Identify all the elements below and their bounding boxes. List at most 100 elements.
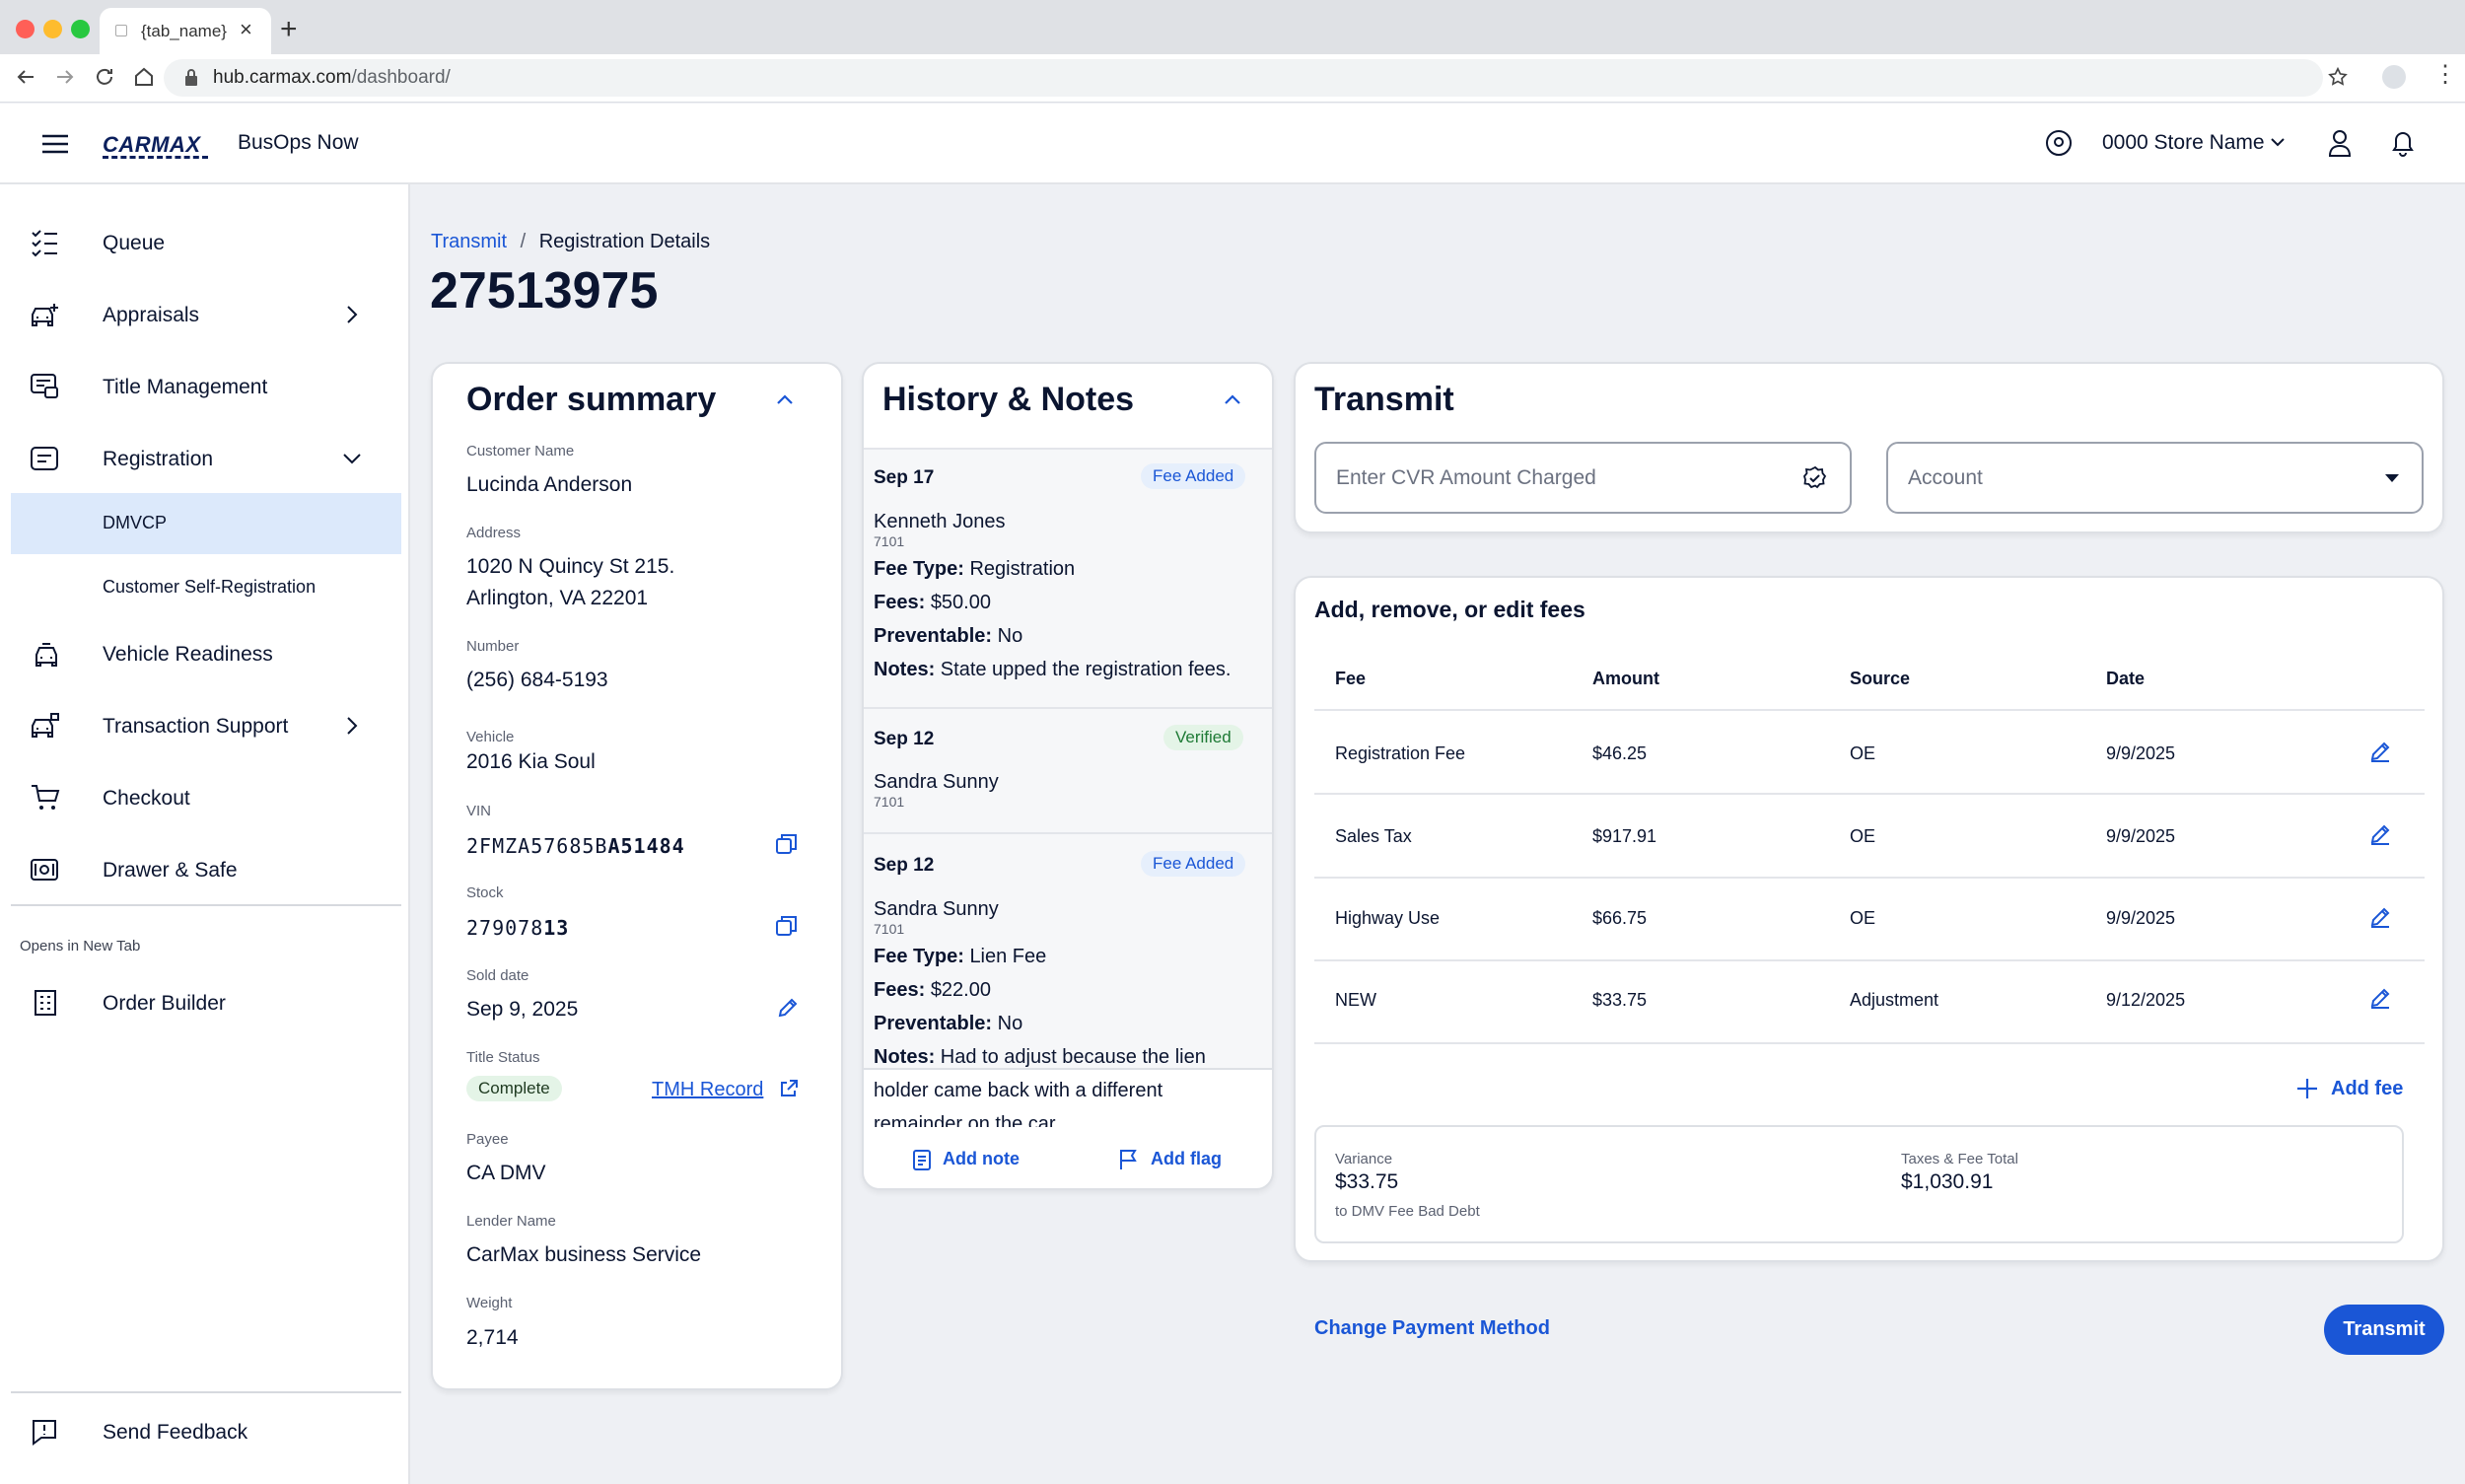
sidebar-item-label: Send Feedback [103,1421,248,1444]
preventable-value: No [997,625,1023,647]
carmax-logo[interactable]: CARMAX [103,132,201,157]
sidebar-item-label: Order Builder [103,992,226,1015]
flag-icon[interactable] [1117,1148,1139,1171]
user-icon[interactable] [2327,128,2353,158]
add-flag-button[interactable]: Add flag [1151,1149,1222,1168]
history-notes-card [862,362,1274,1190]
edit-pencil-icon[interactable] [2368,905,2392,929]
lender-name-label: Lender Name [466,1213,556,1230]
edit-pencil-icon[interactable] [2368,740,2392,763]
number-value: (256) 684-5193 [466,669,608,691]
app-header [0,104,2465,184]
bookmark-star-icon[interactable] [2327,66,2349,88]
browser-tab[interactable]: {tab_name} × [100,8,271,54]
profile-icon[interactable] [2382,65,2406,89]
sidebar-item-title-management[interactable]: Title Management [0,352,410,421]
row-divider [1314,709,2425,711]
sidebar-item-registration[interactable]: Registration [0,424,410,493]
account-select[interactable]: Account [1886,442,2424,514]
collapse-chevron-up-icon[interactable] [1223,392,1242,406]
breadcrumb: Transmit / Registration Details [431,231,710,253]
home-icon[interactable] [132,65,156,89]
minimize-window-button[interactable] [43,20,62,38]
add-fee-button[interactable]: Add fee [2331,1078,2404,1099]
table-row[interactable]: NEW $33.75 Adjustment 9/12/2025 [1314,961,2425,1042]
browser-chrome: {tab_name} × + hub.carmax.com/dashboard/… [0,0,2465,103]
sidebar-item-drawer-safe[interactable]: Drawer & Safe [0,835,410,904]
plus-icon[interactable] [2295,1077,2319,1100]
sidebar-item-send-feedback[interactable]: Send Feedback [0,1397,410,1466]
divider [864,448,1272,450]
table-row[interactable]: Sales Tax $917.91 OE 9/9/2025 [1314,795,2425,877]
maximize-window-button[interactable] [71,20,90,38]
notes-value: State upped the registration fees. [940,659,1232,680]
sidebar-item-checkout[interactable]: Checkout [0,763,410,832]
cvr-amount-input[interactable]: Enter CVR Amount Charged [1314,442,1852,514]
cvr-amount-placeholder: Enter CVR Amount Charged [1336,466,1596,489]
history-author: Sandra Sunny [874,771,999,793]
history-date: Sep 12 [874,855,935,876]
sidebar-item-order-builder[interactable]: Order Builder [0,968,410,1037]
history-notes: Notes: Had to adjust because the lien [874,1046,1206,1069]
sidebar-item-vehicle-readiness[interactable]: Vehicle Readiness [0,619,410,688]
chevron-right-icon [345,715,359,737]
sidebar-item-queue[interactable]: Queue [0,208,410,277]
copy-stock-icon[interactable] [774,913,800,939]
fee-source: OE [1850,826,1876,846]
address-bar[interactable] [164,59,2323,97]
add-note-button[interactable]: Add note [943,1149,1020,1168]
edit-pencil-icon[interactable] [2368,822,2392,846]
fee-name: Sales Tax [1335,826,1412,846]
column-header-date: Date [2106,669,2146,688]
title-status-label: Title Status [466,1049,540,1066]
history-notes-line: holder came back with a different [874,1080,1163,1101]
sidebar-item-transaction-support[interactable]: Transaction Support [0,691,410,760]
reload-icon[interactable] [93,65,116,89]
sidebar-item-label: Registration [103,448,214,470]
edit-pencil-icon[interactable] [776,996,800,1020]
safe-icon [30,855,61,884]
sidebar-item-dmvcp[interactable]: DMVCP [11,493,401,554]
change-payment-method-link[interactable]: Change Payment Method [1314,1317,1550,1339]
transmit-button[interactable]: Transmit [2324,1305,2444,1355]
history-date: Sep 12 [874,729,935,749]
order-summary-title: Order summary [466,381,717,418]
logo-underline [103,156,208,159]
weight-value: 2,714 [466,1326,519,1349]
fee-name: Registration Fee [1335,743,1466,763]
table-row[interactable]: Highway Use $66.75 OE 9/9/2025 [1314,879,2425,960]
row-divider [1314,1042,2425,1044]
url-host: hub.carmax.com [213,67,352,88]
edit-pencil-icon[interactable] [2368,986,2392,1010]
back-icon[interactable] [14,65,37,89]
fee-type-label: Fee Type: [874,558,964,580]
close-window-button[interactable] [16,20,35,38]
tmh-record-link[interactable]: TMH Record [652,1079,764,1100]
sidebar-item-label: Customer Self-Registration [103,577,317,597]
breadcrumb-current: Registration Details [538,231,711,252]
forward-icon[interactable] [53,65,77,89]
sidebar-item-customer-self-registration[interactable]: Customer Self-Registration [0,557,410,616]
fee-type-label: Fee Type: [874,946,964,967]
sidebar-item-appraisals[interactable]: Appraisals [0,280,410,349]
browser-menu-icon[interactable]: ⋮ [2433,61,2457,88]
new-tab-icon[interactable]: + [280,13,298,45]
external-link-icon[interactable] [779,1079,799,1098]
app-name: BusOps Now [238,131,359,154]
add-note-icon[interactable] [911,1148,933,1171]
close-tab-icon[interactable]: × [240,17,252,41]
store-selector[interactable]: 0000 Store Name [2102,131,2265,154]
copy-vin-icon[interactable] [774,831,800,857]
chevron-down-icon[interactable] [2270,136,2286,148]
fee-source: OE [1850,743,1876,763]
collapse-chevron-up-icon[interactable] [775,392,795,406]
history-preventable: Preventable: No [874,625,1022,648]
hamburger-menu-icon[interactable] [41,134,69,154]
car-front-icon [33,639,60,669]
notification-bell-icon[interactable] [2390,128,2416,158]
row-divider [1314,793,2425,795]
breadcrumb-link-transmit[interactable]: Transmit [431,231,508,252]
sidebar: Queue Appraisals Title Management Regist… [0,184,410,1484]
table-row[interactable]: Registration Fee $46.25 OE 9/9/2025 [1314,711,2425,793]
vehicle-label: Vehicle [466,729,515,745]
